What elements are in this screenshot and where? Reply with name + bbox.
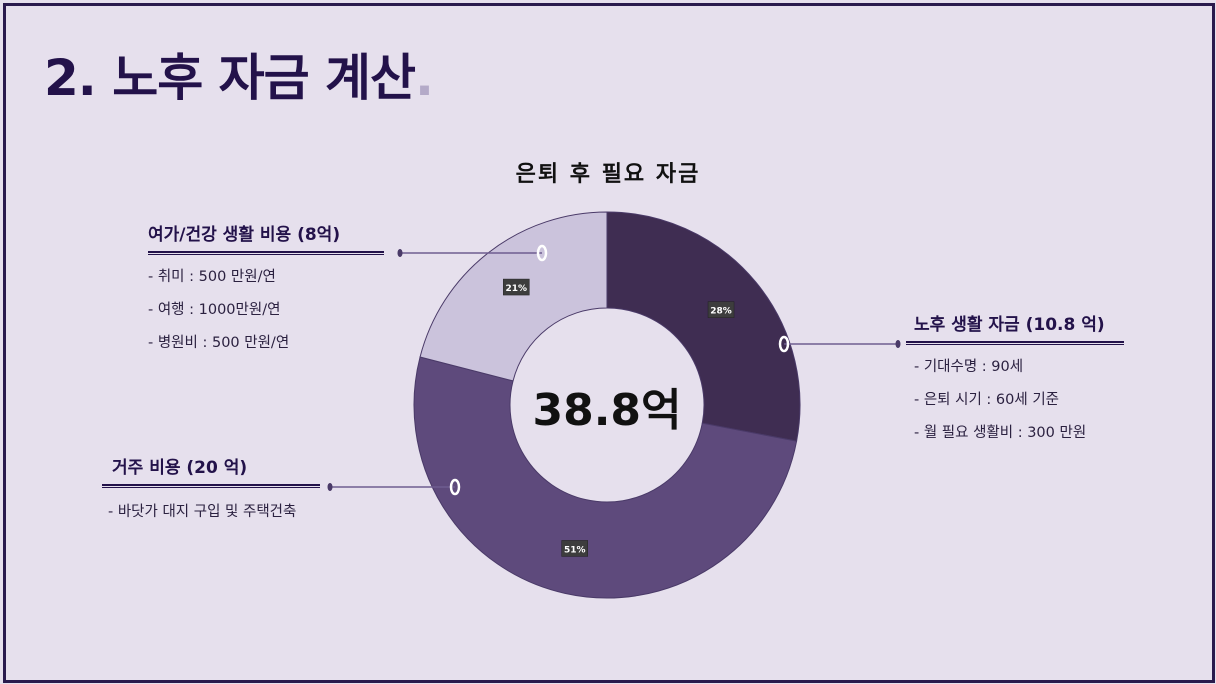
page-title: 2. 노후 자금 계산.: [44, 49, 434, 107]
living-heading: 노후 생활 자금 (10.8 억): [914, 315, 1105, 335]
leisure-group: 여가/건강 생활 비용 (8억) - 취미 : 500 만원/연 - 여행 : …: [148, 220, 384, 352]
label-51-percent: 51%: [561, 540, 588, 557]
living-item-retire-age: - 은퇴 시기 : 60세 기준: [914, 392, 1059, 408]
leisure-item-hospital: - 병원비 : 500 만원/연: [148, 335, 290, 351]
living-item-lifespan: - 기대수명 : 90세: [914, 359, 1024, 375]
housing-group: 거주 비용 (20 억) - 바닷가 대지 구입 및 주택건축: [102, 453, 320, 521]
connector-housing: [327, 478, 461, 496]
center-total-label: 38.8억: [532, 385, 682, 436]
label-28-percent: 28%: [707, 301, 735, 318]
label-21-percent: 21%: [503, 278, 530, 296]
svg-text:51%: 51%: [564, 545, 586, 555]
chart-title: 은퇴 후 필요 자금: [515, 162, 701, 187]
slice-housing-cost: [413, 356, 798, 599]
slide-frame: [3, 3, 1215, 683]
living-group: 노후 생활 자금 (10.8 억) - 기대수명 : 90세 - 은퇴 시기 :…: [906, 310, 1124, 442]
leisure-heading: 여가/건강 생활 비용 (8억): [148, 225, 341, 245]
slice-living-expenses: [606, 211, 801, 442]
leisure-underline: [148, 251, 384, 255]
slice-leisure-health: [419, 211, 608, 382]
living-underline: [906, 341, 1124, 345]
housing-heading: 거주 비용 (20 억): [112, 458, 248, 478]
svg-text:28%: 28%: [710, 307, 732, 317]
housing-item-land: - 바닷가 대지 구입 및 주택건축: [108, 504, 297, 520]
svg-text:21%: 21%: [506, 284, 528, 294]
connector-living: [778, 335, 901, 353]
housing-underline: [102, 484, 320, 488]
leisure-item-hobby: - 취미 : 500 만원/연: [148, 269, 276, 285]
connector-leisure: [397, 244, 548, 262]
leisure-item-travel: - 여행 : 1000만원/연: [148, 302, 281, 318]
living-item-monthly-cost: - 월 필요 생활비 : 300 만원: [914, 425, 1087, 441]
